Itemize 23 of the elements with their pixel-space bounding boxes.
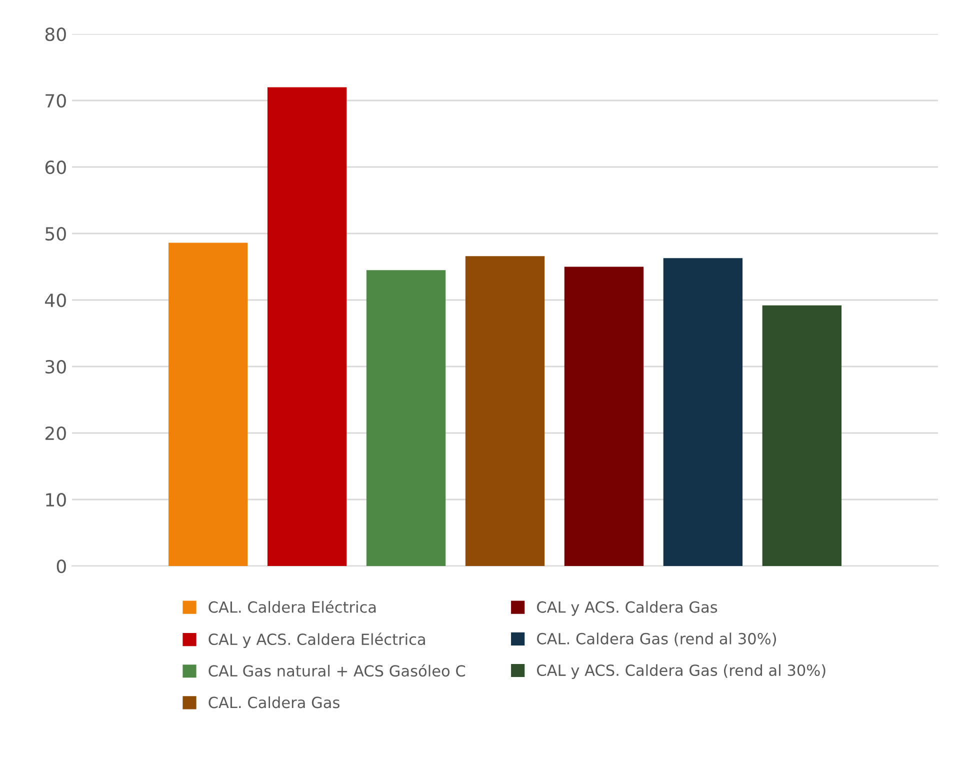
bar	[168, 242, 248, 566]
bar	[465, 256, 545, 566]
legend-label: CAL Gas natural + ACS Gasóleo C	[208, 664, 466, 677]
y-tick-label: 10	[46, 492, 66, 507]
y-tick-label: 40	[45, 293, 66, 308]
y-tick-label: 20	[45, 426, 66, 440]
legend-label: CAL y ACS. Caldera Gas (rend al 30%)	[537, 664, 826, 679]
y-tick-label: 50	[46, 226, 66, 241]
bar	[366, 270, 446, 566]
bar	[762, 305, 842, 566]
bar	[267, 87, 347, 566]
legend-label: CAL. Caldera Gas (rend al 30%)	[537, 632, 776, 646]
legend-label: CAL. Caldera Eléctrica	[208, 600, 376, 613]
bar	[564, 266, 644, 566]
y-tick-label: 30	[46, 360, 66, 374]
legend-label: CAL y ACS. Caldera Gas	[537, 601, 718, 616]
y-tick-label: 60	[45, 160, 66, 174]
legend-label: CAL. Caldera Gas	[208, 696, 340, 708]
y-tick-label: 0	[56, 559, 66, 574]
legend-label: CAL y ACS. Caldera Eléctrica	[208, 632, 425, 648]
bar	[663, 258, 743, 566]
y-tick-label: 80	[45, 27, 66, 42]
y-tick-label: 70	[46, 94, 66, 108]
